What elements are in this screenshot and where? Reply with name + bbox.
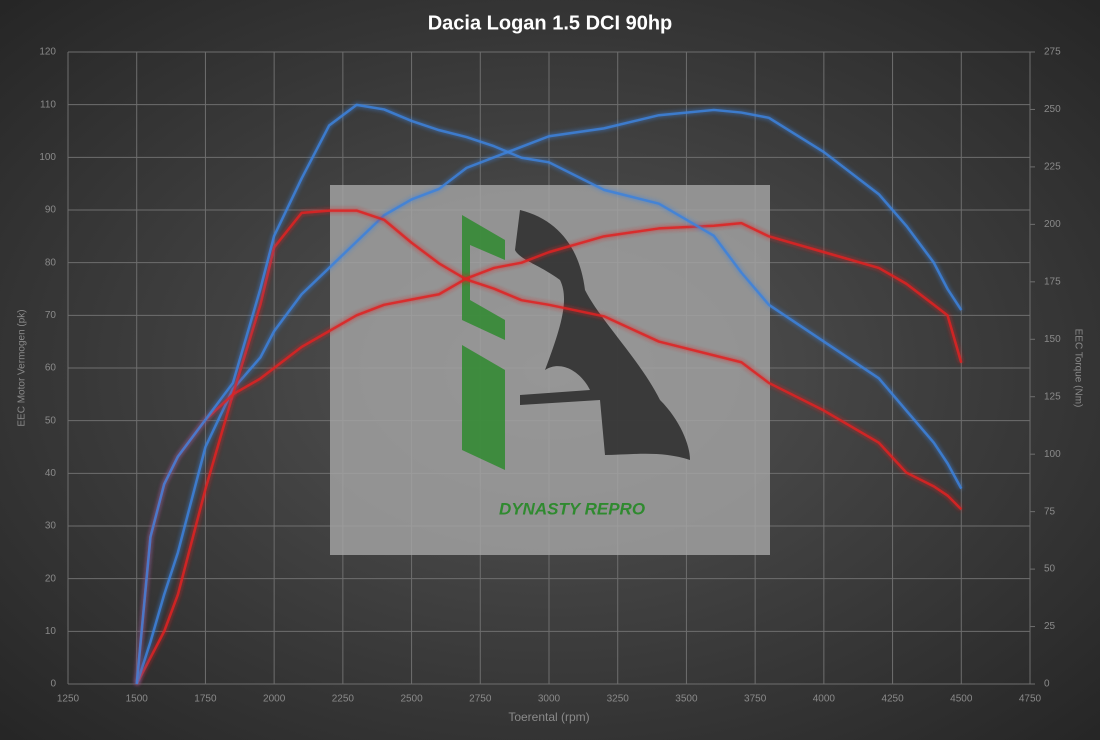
y-tick-label: 30: [45, 521, 57, 532]
watermark-logo: [462, 210, 690, 470]
x-tick-label: 2500: [400, 694, 423, 705]
x-tick-label: 2000: [263, 694, 286, 705]
x-tick-label: 3750: [744, 694, 767, 705]
chart-title: Dacia Logan 1.5 DCI 90hp: [428, 12, 673, 34]
y-tick-label: 90: [45, 205, 57, 216]
y2-tick-label: 50: [1044, 564, 1056, 575]
y2-tick-label: 100: [1044, 449, 1061, 460]
y2-tick-label: 275: [1044, 47, 1061, 58]
y-axis-label: EEC Motor Vermogen (pk): [17, 309, 28, 426]
watermark-text: DYNASTY REPRO: [499, 499, 645, 518]
y2-tick-label: 25: [1044, 621, 1056, 632]
x-tick-label: 3250: [607, 694, 630, 705]
y-tick-label: 110: [40, 99, 56, 110]
x-tick-label: 4000: [813, 694, 836, 705]
x-tick-label: 4250: [881, 694, 904, 705]
y-tick-label: 40: [45, 468, 57, 479]
x-tick-label: 3500: [675, 694, 698, 705]
y-tick-label: 80: [45, 257, 57, 268]
y2-tick-label: 75: [1044, 506, 1056, 517]
x-tick-label: 3000: [538, 694, 561, 705]
y-tick-label: 50: [45, 415, 57, 426]
series-line: [135, 108, 963, 685]
y2-tick-label: 250: [1044, 104, 1061, 115]
y-tick-label: 60: [45, 363, 57, 374]
series-line: [135, 103, 963, 685]
x-tick-label: 1250: [57, 694, 80, 705]
y2-tick-label: 200: [1044, 219, 1061, 230]
y2-tick-label: 150: [1044, 334, 1061, 345]
y2-tick-label: 0: [1044, 679, 1050, 690]
y2-tick-label: 125: [1044, 391, 1061, 402]
y-tick-label: 20: [45, 573, 57, 584]
x-tick-label: 4750: [1019, 694, 1042, 705]
x-tick-label: 1750: [194, 694, 217, 705]
y2-axis-label: EEC Torque (Nm): [1072, 329, 1083, 408]
y-tick-label: 120: [39, 47, 56, 58]
y2-tick-label: 225: [1044, 162, 1061, 173]
y-tick-label: 0: [50, 679, 56, 690]
x-axis-label: Toerental (rpm): [508, 710, 589, 724]
x-tick-label: 2750: [469, 694, 492, 705]
x-tick-label: 1500: [126, 694, 149, 705]
y-tick-label: 100: [39, 152, 56, 163]
x-tick-label: 4500: [950, 694, 973, 705]
y-tick-label: 10: [45, 626, 57, 637]
x-tick-label: 2250: [332, 694, 355, 705]
y2-tick-label: 175: [1044, 276, 1061, 287]
y-tick-label: 70: [45, 310, 57, 321]
series-line: [135, 209, 963, 685]
